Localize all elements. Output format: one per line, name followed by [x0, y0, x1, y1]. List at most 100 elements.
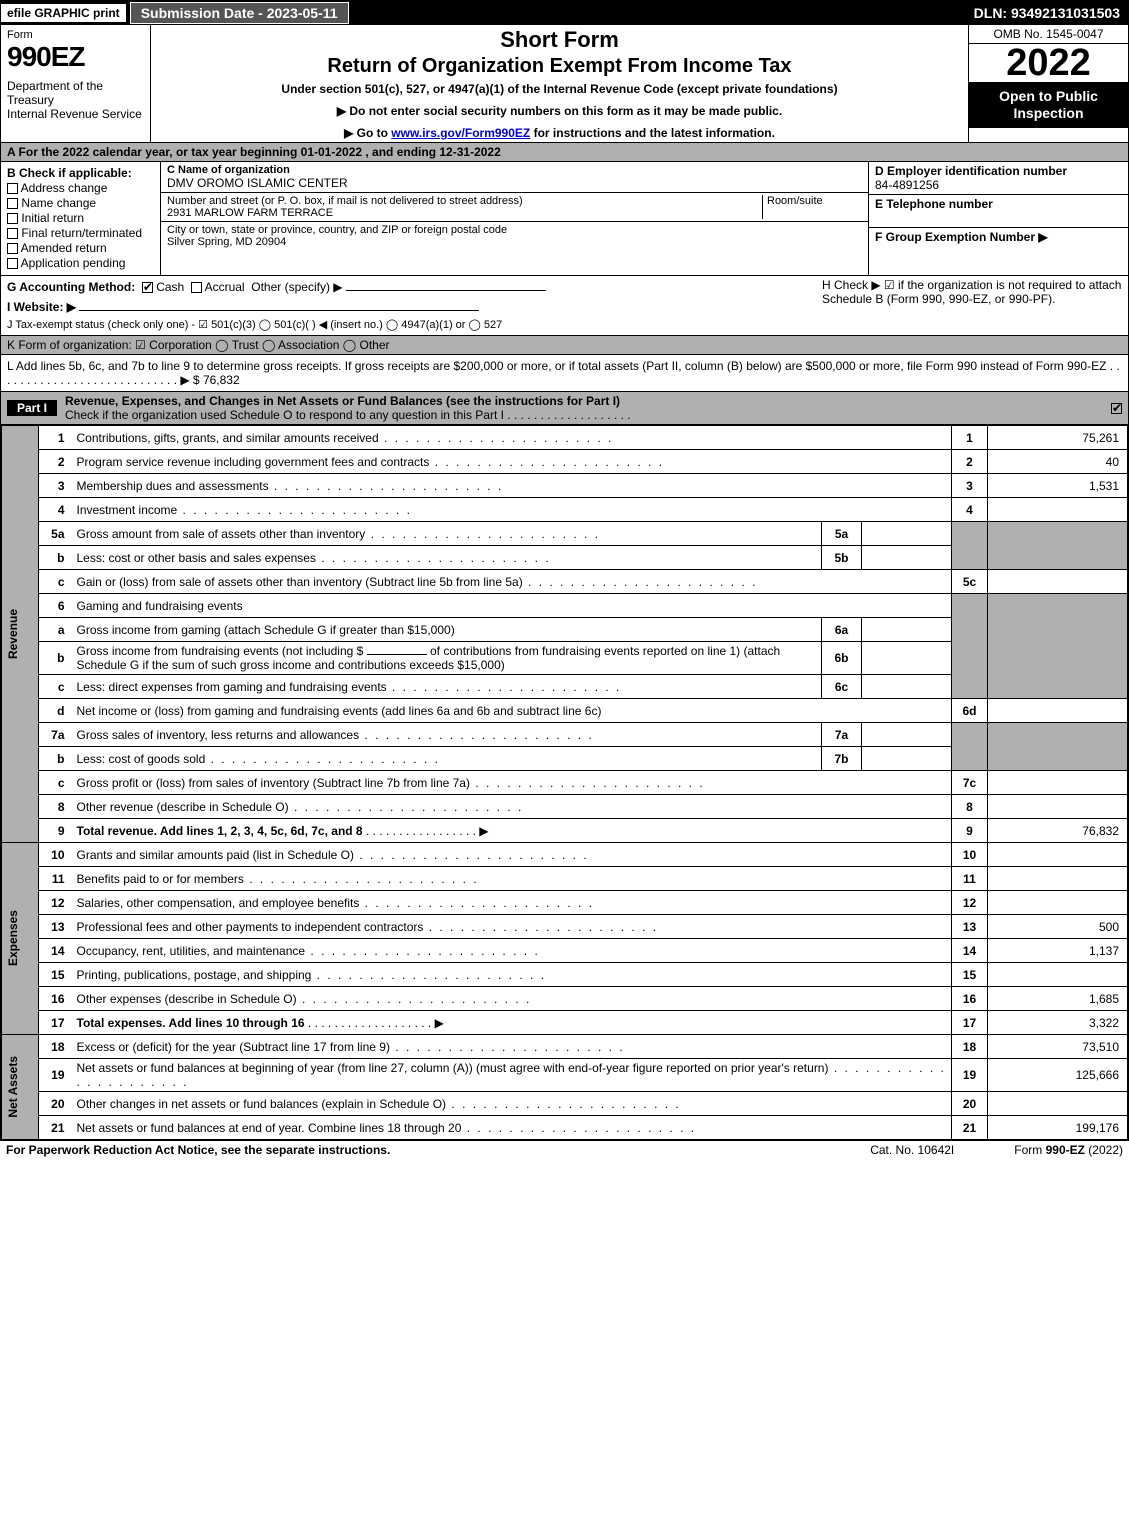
- form-number: 990EZ: [7, 41, 144, 73]
- desc-5b: Less: cost or other basis and sales expe…: [73, 546, 822, 570]
- page-footer: For Paperwork Reduction Act Notice, see …: [0, 1141, 1129, 1159]
- website-line[interactable]: [79, 310, 479, 311]
- rnum-8: 8: [952, 795, 988, 819]
- header-left: Form 990EZ Department of the Treasury In…: [1, 25, 151, 142]
- rnum-19: 19: [952, 1059, 988, 1092]
- sub-6c: 6c: [822, 675, 862, 699]
- tel-label: E Telephone number: [875, 197, 993, 211]
- part1-check[interactable]: [1111, 401, 1122, 415]
- rnum-4: 4: [952, 498, 988, 522]
- shade-6-amt: [988, 594, 1128, 699]
- rnum-2: 2: [952, 450, 988, 474]
- chk-amended-return[interactable]: Amended return: [7, 241, 154, 255]
- amt-16: 1,685: [988, 987, 1128, 1011]
- ln-9: 9: [39, 819, 73, 843]
- rnum-5c: 5c: [952, 570, 988, 594]
- rnum-6d: 6d: [952, 699, 988, 723]
- part1-label: Part I: [7, 400, 57, 416]
- rnum-12: 12: [952, 891, 988, 915]
- form-990ez-page: efile GRAPHIC print Submission Date - 20…: [0, 0, 1129, 1141]
- ln-8: 8: [39, 795, 73, 819]
- footer-right: Form 990-EZ (2022): [1014, 1143, 1123, 1157]
- amt-12: [988, 891, 1128, 915]
- row-l-gross-receipts: L Add lines 5b, 6c, and 7b to line 9 to …: [1, 355, 1128, 392]
- ein-label: D Employer identification number: [875, 164, 1067, 178]
- amt-11: [988, 867, 1128, 891]
- ln-21: 21: [39, 1116, 73, 1140]
- goto-post: for instructions and the latest informat…: [530, 126, 775, 140]
- desc-11: Benefits paid to or for members: [73, 867, 952, 891]
- desc-18: Excess or (deficit) for the year (Subtra…: [73, 1035, 952, 1059]
- rnum-1: 1: [952, 426, 988, 450]
- shade-7: [952, 723, 988, 771]
- rnum-7c: 7c: [952, 771, 988, 795]
- amt-9: 76,832: [988, 819, 1128, 843]
- amt-21: 199,176: [988, 1116, 1128, 1140]
- amt-7c: [988, 771, 1128, 795]
- rnum-18: 18: [952, 1035, 988, 1059]
- b-label: B Check if applicable:: [7, 166, 132, 180]
- col-d-ein: D Employer identification number 84-4891…: [868, 162, 1128, 275]
- ln-11: 11: [39, 867, 73, 891]
- ln-18: 18: [39, 1035, 73, 1059]
- desc-17: Total expenses. Add lines 10 through 16 …: [73, 1011, 952, 1035]
- part1-header: Part I Revenue, Expenses, and Changes in…: [1, 392, 1128, 425]
- chk-cash[interactable]: [142, 282, 153, 293]
- shade-6: [952, 594, 988, 699]
- desc-16: Other expenses (describe in Schedule O): [73, 987, 952, 1011]
- street-label: Number and street (or P. O. box, if mail…: [167, 195, 523, 207]
- chk-name-change[interactable]: Name change: [7, 196, 154, 210]
- chk-accrual[interactable]: [191, 282, 202, 293]
- desc-6a: Gross income from gaming (attach Schedul…: [73, 618, 822, 642]
- title-short-form: Short Form: [157, 27, 962, 53]
- amt-8: [988, 795, 1128, 819]
- desc-6: Gaming and fundraising events: [73, 594, 952, 618]
- chk-application-pending[interactable]: Application pending: [7, 256, 154, 270]
- form-word: Form: [7, 29, 144, 41]
- col-b-checkboxes: B Check if applicable: Address change Na…: [1, 162, 161, 275]
- amt-15: [988, 963, 1128, 987]
- sidelab-netassets: Net Assets: [2, 1035, 39, 1140]
- ln-5b: b: [39, 546, 73, 570]
- lines-table: Revenue 1 Contributions, gifts, grants, …: [1, 425, 1128, 1140]
- ln-2: 2: [39, 450, 73, 474]
- footer-catno: Cat. No. 10642I: [870, 1143, 954, 1157]
- rnum-15: 15: [952, 963, 988, 987]
- amt-1: 75,261: [988, 426, 1128, 450]
- other-specify-line[interactable]: [346, 290, 546, 291]
- desc-12: Salaries, other compensation, and employ…: [73, 891, 952, 915]
- desc-10: Grants and similar amounts paid (list in…: [73, 843, 952, 867]
- amt-19: 125,666: [988, 1059, 1128, 1092]
- part1-sub: Check if the organization used Schedule …: [65, 408, 504, 422]
- desc-19: Net assets or fund balances at beginning…: [73, 1059, 952, 1092]
- amt-17: 3,322: [988, 1011, 1128, 1035]
- g-label: G Accounting Method:: [7, 280, 135, 294]
- amt-18: 73,510: [988, 1035, 1128, 1059]
- ln-5a: 5a: [39, 522, 73, 546]
- chk-address-change[interactable]: Address change: [7, 181, 154, 195]
- irs-link[interactable]: www.irs.gov/Form990EZ: [391, 126, 530, 140]
- desc-1: Contributions, gifts, grants, and simila…: [73, 426, 952, 450]
- ln-3: 3: [39, 474, 73, 498]
- amt-3: 1,531: [988, 474, 1128, 498]
- title-return: Return of Organization Exempt From Incom…: [157, 55, 962, 78]
- ln-19: 19: [39, 1059, 73, 1092]
- subval-7b: [862, 747, 952, 771]
- ln-6: 6: [39, 594, 73, 618]
- efile-label: efile GRAPHIC print: [1, 4, 126, 22]
- col-c-org: C Name of organization DMV OROMO ISLAMIC…: [161, 162, 868, 275]
- ln-5c: c: [39, 570, 73, 594]
- ln-10: 10: [39, 843, 73, 867]
- desc-6c: Less: direct expenses from gaming and fu…: [73, 675, 822, 699]
- ln-12: 12: [39, 891, 73, 915]
- j-tax-exempt: J Tax-exempt status (check only one) - ☑…: [7, 318, 1122, 331]
- chk-final-return[interactable]: Final return/terminated: [7, 226, 154, 240]
- i-website: I Website: ▶: [7, 300, 76, 314]
- desc-7c: Gross profit or (loss) from sales of inv…: [73, 771, 952, 795]
- sub-7a: 7a: [822, 723, 862, 747]
- desc-2: Program service revenue including govern…: [73, 450, 952, 474]
- chk-initial-return[interactable]: Initial return: [7, 211, 154, 225]
- subtitle: Under section 501(c), 527, or 4947(a)(1)…: [157, 82, 962, 96]
- shade-5ab-amt: [988, 522, 1128, 570]
- rnum-14: 14: [952, 939, 988, 963]
